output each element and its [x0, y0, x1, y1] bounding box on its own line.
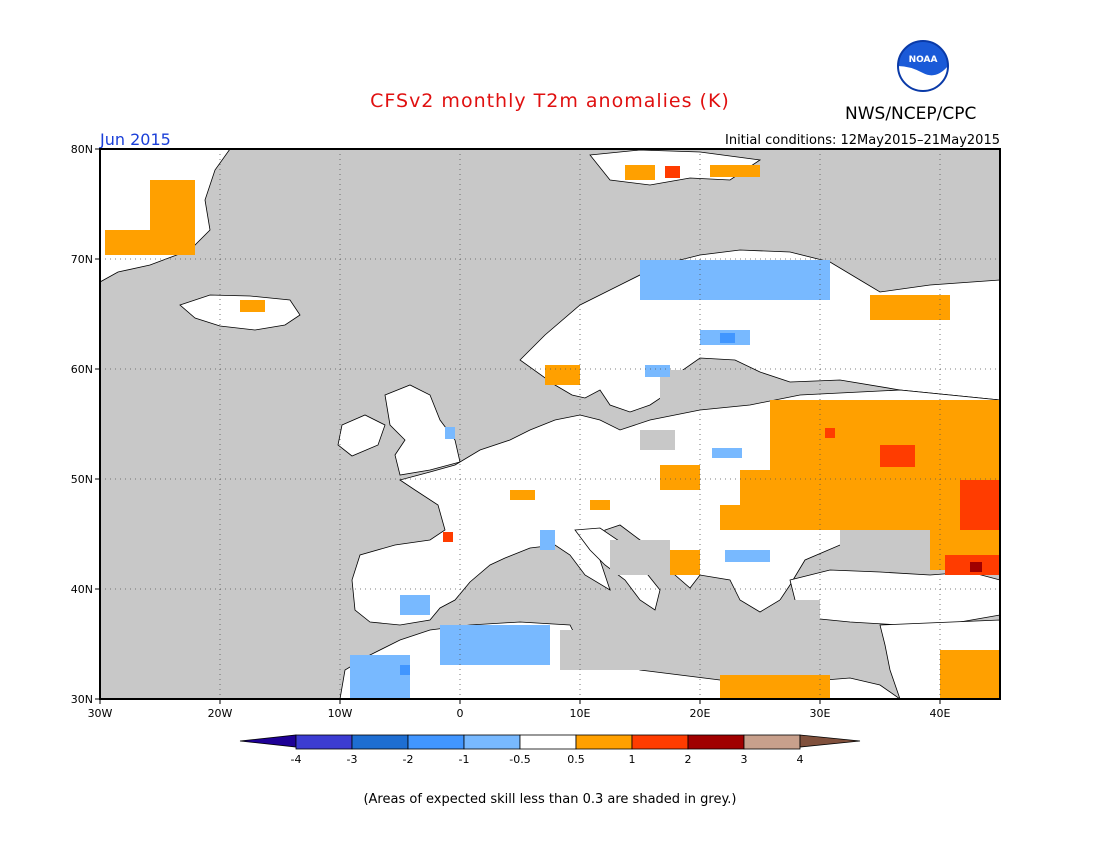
lat-label-80n: 80N [71, 143, 93, 156]
land-turkey [789, 569, 1000, 626]
legend-label-m4: -4 [291, 753, 302, 766]
legend-swatch-3 [407, 734, 465, 750]
lon-label-10w: 10W [328, 707, 353, 720]
lat-label-40n: 40N [71, 583, 93, 596]
legend-label-m05: -0.5 [509, 753, 530, 766]
legend-swatch-6 [575, 734, 633, 750]
lon-label-40e: 40E [930, 707, 951, 720]
skill-footnote: (Areas of expected skill less than 0.3 a… [363, 792, 737, 807]
warm-anomaly-05-1 [105, 165, 1000, 699]
legend-label-4: 4 [797, 753, 804, 766]
legend-swatch-5 [519, 734, 577, 750]
legend-label-m1: -1 [459, 753, 470, 766]
grid-lines [100, 149, 1000, 699]
legend-arrow-right [799, 734, 861, 748]
initial-conditions: Initial conditions: 12May2015–21May2015 [725, 133, 1000, 148]
noaa-logo: NOAA [848, 40, 998, 120]
land-iceland [179, 294, 301, 331]
legend-swatch-7 [631, 734, 689, 750]
legend-swatch-2 [351, 734, 409, 750]
legend-label-2: 2 [685, 753, 692, 766]
land-layer [100, 149, 1000, 699]
legend-label-m3: -3 [347, 753, 358, 766]
lon-label-0: 0 [457, 707, 464, 720]
legend-swatch-9 [743, 734, 801, 750]
legend-swatch-8 [687, 734, 745, 750]
lat-label-50n: 50N [71, 473, 93, 486]
lat-label-70n: 70N [71, 253, 93, 266]
lon-label-20w: 20W [208, 707, 233, 720]
lat-label-60n: 60N [71, 363, 93, 376]
lon-label-20e: 20E [690, 707, 711, 720]
map-frame [99, 148, 1001, 700]
lon-ticks [99, 699, 941, 704]
legend-label-3: 3 [741, 753, 748, 766]
noaa-logo-text: NOAA [909, 55, 938, 65]
lon-label-30e: 30E [810, 707, 831, 720]
org-label: NWS/NCEP/CPC [845, 104, 977, 124]
land-ireland [337, 414, 386, 457]
lon-label-10e: 10E [570, 707, 591, 720]
warm-anomaly-2-3 [970, 562, 982, 572]
legend-swatch-4 [463, 734, 521, 750]
lat-ticks [95, 148, 100, 700]
warm-anomaly-1-2 [443, 166, 1000, 575]
lon-label-30w: 30W [88, 707, 113, 720]
legend-label-05: 0.5 [567, 753, 585, 766]
cool-anomaly-1-2 [400, 333, 735, 675]
lat-label-30n: 30N [71, 693, 93, 706]
cool-anomaly-05-1 [350, 260, 830, 699]
forecast-month: Jun 2015 [100, 130, 171, 149]
legend-swatch-1 [295, 734, 353, 750]
legend-label-1: 1 [629, 753, 636, 766]
legend-label-m2: -2 [403, 753, 414, 766]
color-bar-legend: -4 -3 -2 -1 -0.5 0.5 1 2 3 4 [239, 734, 861, 766]
legend-arrow-left [239, 734, 297, 748]
land-britain [384, 384, 461, 476]
chart-title: CFSv2 monthly T2m anomalies (K) [370, 90, 730, 112]
